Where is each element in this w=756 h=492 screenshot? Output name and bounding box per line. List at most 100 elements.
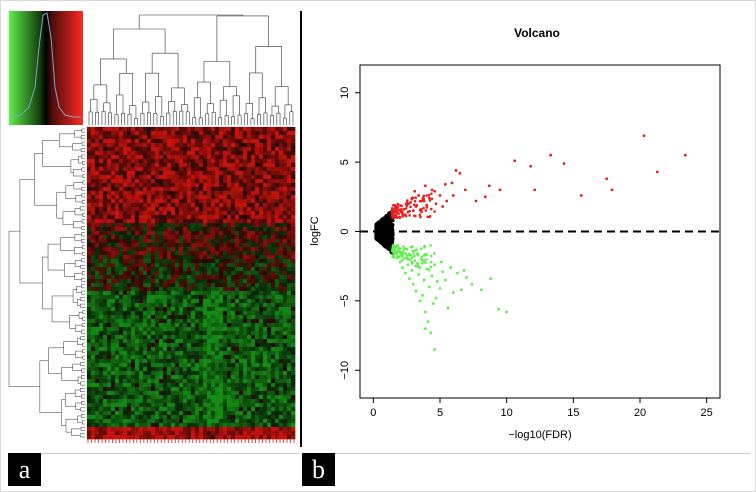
heatmap-cell [171, 251, 176, 256]
heatmap-cell [247, 391, 252, 396]
heatmap-cell [219, 187, 224, 192]
heatmap-cell [283, 183, 288, 188]
heatmap-cell [279, 251, 284, 256]
heatmap-cell [283, 263, 288, 268]
heatmap-cell [159, 343, 164, 348]
heatmap-cell [159, 235, 164, 240]
heatmap-cell [167, 243, 172, 248]
heatmap-cell [151, 347, 156, 352]
heatmap-cell [215, 139, 220, 144]
heatmap-cell [199, 287, 204, 292]
heatmap-cell [203, 151, 208, 156]
heatmap-cell [195, 303, 200, 308]
heatmap-cell [183, 191, 188, 196]
heatmap-cell [267, 371, 272, 376]
heatmap-cell [283, 243, 288, 248]
heatmap-cell [247, 127, 252, 132]
heatmap-cell [239, 323, 244, 328]
heatmap-cell [95, 355, 100, 360]
heatmap-cell [203, 127, 208, 132]
heatmap-cell [167, 191, 172, 196]
heatmap-cell [179, 299, 184, 304]
heatmap-cell [111, 191, 116, 196]
heatmap-cell [183, 423, 188, 428]
heatmap-cell [219, 335, 224, 340]
heatmap-cell [251, 187, 256, 192]
heatmap-cell [147, 175, 152, 180]
heatmap-cell [163, 279, 168, 284]
heatmap-cell [255, 323, 260, 328]
heatmap-cell [267, 411, 272, 416]
heatmap-cell [107, 383, 112, 388]
heatmap-cell [87, 419, 92, 424]
heatmap-cell [99, 383, 104, 388]
heatmap-cell [187, 147, 192, 152]
heatmap-cell [263, 263, 268, 268]
heatmap-cell [283, 339, 288, 344]
heatmap-cell [175, 319, 180, 324]
heatmap-cell [259, 423, 264, 428]
heatmap-cell [283, 287, 288, 292]
heatmap-cell [247, 283, 252, 288]
heatmap-cell [223, 211, 228, 216]
heatmap-cell [227, 231, 232, 236]
heatmap-cell [263, 275, 268, 280]
heatmap-cell [227, 243, 232, 248]
heatmap-cell [223, 135, 228, 140]
heatmap-cell [155, 283, 160, 288]
heatmap-cell [243, 231, 248, 236]
heatmap-cell [275, 163, 280, 168]
heatmap-cell [227, 147, 232, 152]
heatmap-cell [171, 263, 176, 268]
heatmap-cell [255, 427, 260, 432]
heatmap-cell [199, 263, 204, 268]
heatmap-cell [195, 175, 200, 180]
heatmap-cell [127, 395, 132, 400]
heatmap-cell [151, 371, 156, 376]
heatmap-cell [183, 251, 188, 256]
heatmap-cell [183, 347, 188, 352]
heatmap-cell [147, 211, 152, 216]
heatmap-cell [115, 279, 120, 284]
heatmap-cell [263, 219, 268, 224]
heatmap-cell [243, 319, 248, 324]
heatmap-cell [159, 175, 164, 180]
heatmap-cell [159, 155, 164, 160]
heatmap-cell [131, 291, 136, 296]
heatmap-cell [103, 295, 108, 300]
heatmap-cell [207, 271, 212, 276]
heatmap-cell [287, 147, 292, 152]
heatmap-cell [103, 435, 108, 440]
heatmap-cell [87, 323, 92, 328]
heatmap-cell [99, 339, 104, 344]
heatmap-cell [291, 255, 296, 260]
heatmap-cell [99, 195, 104, 200]
heatmap-cell [263, 239, 268, 244]
heatmap-cell [211, 195, 216, 200]
heatmap-cell [163, 435, 168, 440]
heatmap-cell [167, 327, 172, 332]
heatmap-cell [115, 251, 120, 256]
heatmap-cell [203, 323, 208, 328]
chart-title: Volcano [514, 26, 560, 40]
heatmap-cell [235, 255, 240, 260]
heatmap-cell [143, 315, 148, 320]
heatmap-cell [219, 251, 224, 256]
heatmap-cell [283, 395, 288, 400]
heatmap-cell [275, 283, 280, 288]
heatmap-cell [179, 231, 184, 236]
heatmap-cell [255, 163, 260, 168]
heatmap-cell [235, 179, 240, 184]
heatmap-cell [163, 199, 168, 204]
heatmap-cell [251, 295, 256, 300]
heatmap-cell [267, 247, 272, 252]
heatmap-cell [263, 171, 268, 176]
heatmap-cell [175, 187, 180, 192]
heatmap-cell [111, 155, 116, 160]
heatmap-cell [247, 163, 252, 168]
heatmap-cell [291, 335, 296, 340]
heatmap-cell [187, 255, 192, 260]
heatmap-cell [127, 235, 132, 240]
heatmap-cell [227, 159, 232, 164]
heatmap-cell [127, 215, 132, 220]
